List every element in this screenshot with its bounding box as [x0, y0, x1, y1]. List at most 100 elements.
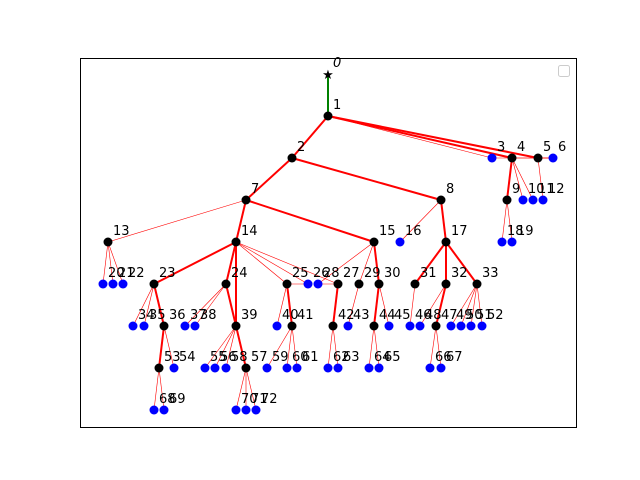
- node-label-34: 34: [138, 308, 155, 323]
- node-label-17: 17: [451, 224, 468, 239]
- node-label-38: 38: [200, 308, 217, 323]
- node-39: [231, 321, 241, 331]
- node-52: [477, 321, 487, 331]
- node-45: [384, 321, 394, 331]
- node-2: [287, 153, 297, 163]
- node-46: [405, 321, 415, 331]
- node-label-47: 47: [441, 308, 458, 323]
- edge-53-68: [153, 367, 160, 411]
- node-label-28: 28: [323, 266, 340, 281]
- edge-47-67: [435, 325, 442, 369]
- edge-9-18: [501, 199, 508, 243]
- node-27: [333, 279, 343, 289]
- edge-39-55: [204, 325, 237, 369]
- edge-7-13: [107, 199, 247, 243]
- edge-41-61: [291, 325, 298, 369]
- node-55: [200, 363, 210, 373]
- node-51: [466, 321, 476, 331]
- node-68: [149, 405, 159, 415]
- edge-14-26: [235, 241, 309, 285]
- node-label-52: 52: [487, 308, 504, 323]
- node-label-57: 57: [251, 350, 268, 365]
- node-70: [231, 405, 241, 415]
- node-13: [103, 237, 113, 247]
- node-60: [282, 363, 292, 373]
- node-label-20: 20: [108, 266, 125, 281]
- edge-14-24: [225, 241, 237, 285]
- node-34: [128, 321, 138, 331]
- node-label-45: 45: [394, 308, 411, 323]
- node-label-35: 35: [149, 308, 166, 323]
- node-label-68: 68: [159, 392, 176, 407]
- node-label-6: 6: [558, 140, 566, 155]
- node-42: [328, 321, 338, 331]
- node-label-33: 33: [482, 266, 499, 281]
- edge-13-22: [107, 241, 124, 285]
- node-label-21: 21: [118, 266, 135, 281]
- nodes-layer: ★: [98, 68, 558, 415]
- node-label-25: 25: [292, 266, 309, 281]
- edge-32-48: [419, 283, 447, 327]
- node-25: [282, 279, 292, 289]
- node-15: [369, 237, 379, 247]
- node-69: [159, 405, 169, 415]
- node-label-50: 50: [466, 308, 483, 323]
- node-label-13: 13: [113, 224, 130, 239]
- node-label-2: 2: [297, 140, 305, 155]
- node-67: [436, 363, 446, 373]
- node-57: [241, 363, 251, 373]
- node-label-3: 3: [497, 140, 505, 155]
- node-label-44: 44: [379, 308, 396, 323]
- edge-15-28: [317, 241, 375, 285]
- node-61: [292, 363, 302, 373]
- node-44: [369, 321, 379, 331]
- node-label-15: 15: [379, 224, 396, 239]
- edge-36-53: [158, 325, 165, 369]
- edge-15-29: [358, 241, 375, 285]
- node-59: [262, 363, 272, 373]
- node-14: [231, 237, 241, 247]
- edge-57-70: [235, 367, 247, 411]
- edge-30-45: [378, 283, 390, 327]
- node-41: [287, 321, 297, 331]
- node-label-11: 11: [538, 182, 555, 197]
- node-40: [272, 321, 282, 331]
- node-label-29: 29: [364, 266, 381, 281]
- node-6: [548, 153, 558, 163]
- node-16: [395, 237, 405, 247]
- edge-57-72: [245, 367, 257, 411]
- edge-17-33: [445, 241, 478, 285]
- node-0-root-star-icon: ★: [322, 68, 334, 83]
- node-66: [425, 363, 435, 373]
- edge-41-59: [266, 325, 293, 369]
- edge-15-30: [373, 241, 380, 285]
- node-label-9: 9: [512, 182, 520, 197]
- node-label-36: 36: [169, 308, 186, 323]
- node-62: [323, 363, 333, 373]
- node-label-60: 60: [292, 350, 309, 365]
- node-label-63: 63: [343, 350, 360, 365]
- edge-44-64: [368, 325, 375, 369]
- node-33: [472, 279, 482, 289]
- node-label-53: 53: [164, 350, 181, 365]
- edge-7-15: [245, 199, 375, 243]
- edge-4-10: [511, 157, 524, 201]
- node-54: [169, 363, 179, 373]
- node-43: [343, 321, 353, 331]
- node-label-58: 58: [231, 350, 248, 365]
- node-label-12: 12: [548, 182, 565, 197]
- edge-36-54: [163, 325, 175, 369]
- node-label-24: 24: [231, 266, 248, 281]
- edge-44-65: [373, 325, 380, 369]
- edge-1-5: [327, 115, 539, 159]
- node-label-0: 0: [333, 56, 341, 71]
- node-24: [221, 279, 231, 289]
- node-20: [98, 279, 108, 289]
- node-label-16: 16: [405, 224, 422, 239]
- node-label-72: 72: [261, 392, 278, 407]
- node-49: [446, 321, 456, 331]
- node-label-41: 41: [297, 308, 314, 323]
- node-label-4: 4: [517, 140, 525, 155]
